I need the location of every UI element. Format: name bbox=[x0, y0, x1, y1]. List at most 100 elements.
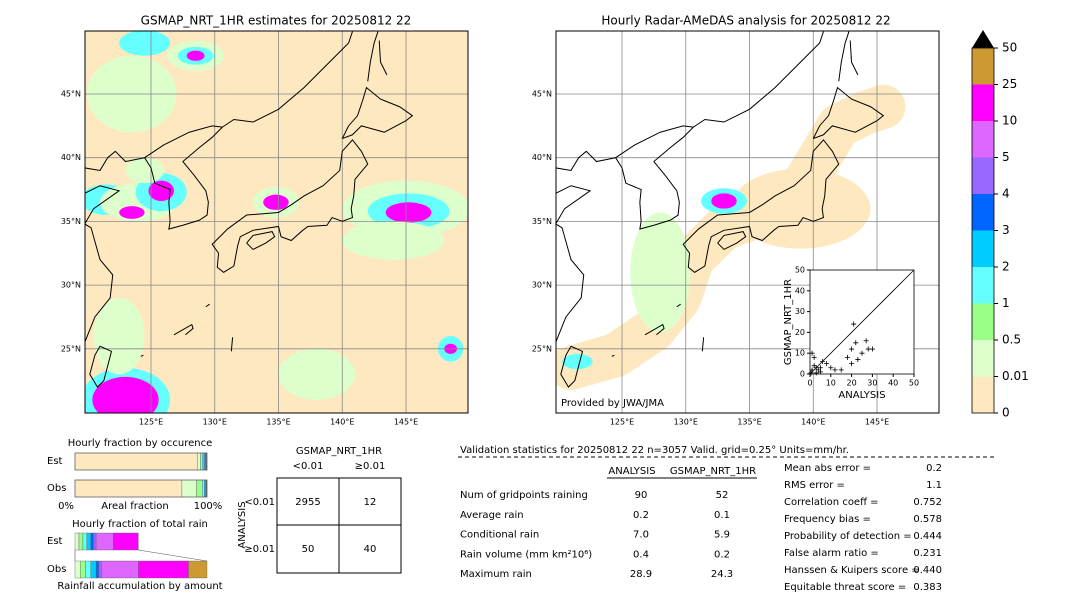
rain-segment bbox=[98, 560, 102, 579]
scatter-point bbox=[811, 363, 817, 369]
stat-value: 5.9 bbox=[714, 530, 730, 541]
colorbar-label: 3 bbox=[1002, 223, 1010, 237]
rain-area bbox=[278, 348, 355, 400]
rain-segment bbox=[93, 532, 97, 551]
coastline bbox=[611, 354, 615, 357]
row-label: Est bbox=[47, 536, 63, 547]
score-value: 0.231 bbox=[913, 548, 942, 559]
coastline bbox=[378, 40, 388, 76]
cell: 12 bbox=[364, 497, 377, 508]
occurrence-segment bbox=[202, 479, 205, 498]
coastline bbox=[556, 185, 592, 225]
colorbar-segment bbox=[972, 376, 994, 413]
colorbar-extend bbox=[972, 30, 994, 48]
rain-area bbox=[119, 206, 145, 219]
map-frame bbox=[84, 30, 469, 414]
coastline bbox=[205, 303, 210, 308]
rain-segment bbox=[90, 560, 97, 579]
x-tick-label: 50 bbox=[909, 379, 919, 388]
rain-footer: Rainfall accumulation by amount bbox=[57, 581, 222, 592]
coastline bbox=[140, 354, 144, 357]
lon-label: 140°E bbox=[330, 418, 354, 427]
col-header: ≥0.01 bbox=[355, 461, 386, 472]
lat-label: 45°N bbox=[61, 90, 81, 99]
rain-segment bbox=[90, 532, 94, 551]
scatter-point bbox=[824, 361, 830, 367]
axis-left: 0% bbox=[58, 501, 74, 512]
stat-value: 24.3 bbox=[711, 569, 733, 580]
row-label: Est bbox=[47, 456, 63, 467]
coastline bbox=[682, 139, 840, 273]
scatter-point bbox=[809, 350, 815, 356]
stat-label: Conditional rain bbox=[460, 530, 539, 541]
coastline bbox=[701, 337, 705, 352]
connector bbox=[138, 549, 208, 562]
scatter-point bbox=[859, 350, 865, 356]
rain-segment bbox=[86, 532, 92, 551]
coastline bbox=[89, 345, 113, 388]
rain-area bbox=[125, 157, 164, 184]
coastline bbox=[693, 31, 824, 128]
score-label: Correlation coeff = bbox=[784, 497, 879, 508]
stat-value: 0.4 bbox=[633, 549, 649, 560]
scatter-point bbox=[811, 354, 817, 360]
rain-segment bbox=[95, 532, 114, 551]
lat-label: 45°N bbox=[532, 90, 552, 99]
score-label: Mean abs error = bbox=[784, 463, 871, 474]
row-header: ≥0.01 bbox=[244, 544, 275, 555]
x-tick-label: 10 bbox=[826, 379, 836, 388]
colorbar-label: 5 bbox=[1002, 150, 1010, 164]
coastline bbox=[173, 323, 194, 336]
rain-area bbox=[385, 202, 432, 223]
rain-segment bbox=[101, 560, 139, 579]
colorbar-label: 2 bbox=[1002, 260, 1010, 274]
colorbar-segment bbox=[972, 303, 994, 340]
rain-area bbox=[119, 31, 171, 56]
score-label: Hanssen & Kuipers score = bbox=[784, 565, 920, 576]
x-axis-label: ANALYSIS bbox=[838, 390, 885, 401]
colorbar-segment bbox=[972, 157, 994, 194]
score-value: 0.383 bbox=[913, 582, 942, 593]
colorbar-segment bbox=[972, 340, 994, 377]
coastline bbox=[230, 337, 234, 352]
col-header: <0.01 bbox=[293, 461, 324, 472]
validation-header: Validation statistics for 20250812 22 n=… bbox=[460, 445, 849, 456]
score-value: 0.444 bbox=[913, 531, 942, 542]
y-tick-label: 0 bbox=[800, 370, 805, 379]
coastline bbox=[644, 323, 665, 336]
lat-label: 30°N bbox=[532, 281, 552, 290]
scatter-point bbox=[853, 340, 859, 346]
col-header: GSMAP_NRT_1HR bbox=[670, 466, 756, 477]
occurrence-segment bbox=[200, 452, 203, 471]
diagonal bbox=[809, 269, 915, 375]
scatter-point bbox=[849, 361, 855, 367]
y-axis-label: GSMAP_NRT_1HR bbox=[783, 279, 794, 365]
stat-value: 90 bbox=[635, 490, 648, 501]
bar-frame bbox=[74, 452, 208, 471]
rain-segment bbox=[78, 532, 84, 551]
coverage bbox=[630, 212, 691, 333]
scatter-point bbox=[869, 346, 875, 352]
colorbar-segment bbox=[972, 84, 994, 121]
coastline bbox=[144, 126, 223, 230]
rain-segment bbox=[80, 560, 86, 579]
colorbar-label: 10 bbox=[1002, 114, 1017, 128]
stat-value: 28.9 bbox=[630, 569, 652, 580]
coastline bbox=[144, 125, 223, 159]
coastline bbox=[556, 150, 616, 171]
rain-segment bbox=[74, 532, 80, 551]
scatter-point bbox=[851, 321, 857, 327]
occurrence-segment bbox=[197, 452, 201, 471]
rain-segment bbox=[138, 560, 189, 579]
colorbar-segment bbox=[972, 48, 994, 85]
lon-label: 145°E bbox=[394, 418, 418, 427]
rain-area bbox=[186, 50, 205, 61]
lat-label: 40°N bbox=[61, 153, 81, 162]
lon-label: 145°E bbox=[865, 418, 889, 427]
occurrence-segment bbox=[196, 479, 203, 498]
scatter-point bbox=[813, 370, 819, 376]
coastline bbox=[838, 31, 850, 82]
rain-area bbox=[148, 180, 174, 202]
lon-label: 125°E bbox=[610, 418, 634, 427]
colorbar-segment bbox=[972, 267, 994, 304]
